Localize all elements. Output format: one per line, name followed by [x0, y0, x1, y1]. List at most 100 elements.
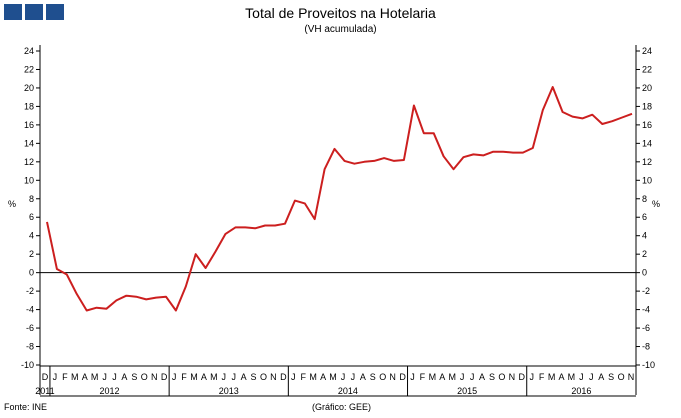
y-tick-label-left: 8 — [29, 194, 34, 204]
y-tick-label-left: 12 — [24, 157, 34, 167]
x-year-label: 2016 — [571, 386, 591, 396]
x-month-label: A — [241, 372, 247, 382]
x-month-label: F — [62, 372, 68, 382]
x-month-label: J — [53, 372, 58, 382]
y-tick-label-left: -8 — [26, 342, 34, 352]
x-month-label: A — [201, 372, 207, 382]
x-month-label: M — [71, 372, 79, 382]
x-month-label: F — [300, 372, 306, 382]
x-month-label: A — [360, 372, 366, 382]
x-month-label: N — [628, 372, 635, 382]
x-month-label: J — [102, 372, 107, 382]
x-month-label: J — [579, 372, 584, 382]
y-tick-label-right: 16 — [642, 120, 652, 130]
y-tick-label-right: -4 — [642, 305, 650, 315]
x-month-label: J — [351, 372, 356, 382]
x-month-label: S — [608, 372, 614, 382]
x-month-label: D — [42, 372, 49, 382]
x-month-label: F — [181, 372, 187, 382]
chart-subtitle: (VH acumulada) — [304, 24, 377, 35]
x-month-label: J — [291, 372, 296, 382]
x-year-label: 2013 — [219, 386, 239, 396]
y-axis-unit-right: % — [652, 199, 661, 209]
y-tick-label-left: 20 — [24, 83, 34, 93]
x-month-label: M — [448, 372, 456, 382]
x-month-label: J — [112, 372, 117, 382]
y-tick-label-right: 10 — [642, 175, 652, 185]
y-tick-label-right: -6 — [642, 323, 650, 333]
y-tick-label-left: 0 — [29, 268, 34, 278]
x-month-label: D — [399, 372, 406, 382]
x-month-label: F — [420, 372, 426, 382]
y-tick-label-right: 22 — [642, 64, 652, 74]
x-month-label: M — [548, 372, 556, 382]
y-tick-label-right: 8 — [642, 194, 647, 204]
logo-square-icon — [4, 4, 22, 20]
y-tick-label-right: 2 — [642, 249, 647, 259]
x-month-label: M — [210, 372, 218, 382]
chart-credit: (Gráfico: GEE) — [312, 402, 372, 412]
x-month-label: O — [141, 372, 148, 382]
x-month-label: O — [618, 372, 625, 382]
x-month-label: S — [131, 372, 137, 382]
y-tick-label-right: -2 — [642, 286, 650, 296]
logo-square-icon — [46, 4, 64, 20]
source-note: Fonte: INE — [4, 402, 48, 412]
x-month-label: A — [479, 372, 485, 382]
y-tick-label-left: 18 — [24, 101, 34, 111]
x-year-label: 2011 — [35, 386, 54, 396]
x-month-label: N — [151, 372, 158, 382]
x-month-label: F — [539, 372, 545, 382]
x-month-label: O — [498, 372, 505, 382]
x-month-label: J — [589, 372, 594, 382]
logo-square-icon — [25, 4, 43, 20]
y-tick-label-right: 12 — [642, 157, 652, 167]
x-month-label: A — [598, 372, 604, 382]
x-month-label: A — [82, 372, 88, 382]
x-month-label: M — [568, 372, 576, 382]
x-month-label: J — [172, 372, 177, 382]
x-year-label: 2014 — [338, 386, 358, 396]
y-tick-label-right: -8 — [642, 342, 650, 352]
x-month-label: A — [320, 372, 326, 382]
x-month-label: D — [161, 372, 168, 382]
y-tick-label-right: -10 — [642, 360, 655, 370]
x-month-label: S — [489, 372, 495, 382]
x-month-label: N — [389, 372, 396, 382]
brand-logo-squares — [4, 4, 64, 20]
x-month-label: J — [341, 372, 346, 382]
x-month-label: O — [379, 372, 386, 382]
x-month-label: J — [460, 372, 465, 382]
series-line — [46, 86, 633, 312]
chart-title: Total de Proveitos na Hotelaria — [245, 5, 436, 21]
x-month-label: N — [270, 372, 277, 382]
x-month-label: N — [509, 372, 516, 382]
x-month-label: J — [529, 372, 534, 382]
y-tick-label-right: 24 — [642, 46, 652, 56]
y-axis-unit-left: % — [8, 199, 17, 209]
y-tick-label-left: 10 — [24, 175, 34, 185]
x-month-label: M — [309, 372, 317, 382]
x-year-label: 2015 — [457, 386, 477, 396]
x-month-label: J — [231, 372, 236, 382]
x-year-label: 2012 — [100, 386, 120, 396]
y-tick-label-left: 16 — [24, 120, 34, 130]
x-month-label: S — [251, 372, 257, 382]
x-month-label: O — [260, 372, 267, 382]
x-month-label: J — [410, 372, 415, 382]
y-tick-label-right: 18 — [642, 101, 652, 111]
x-month-label: M — [91, 372, 99, 382]
x-month-label: A — [558, 372, 564, 382]
y-tick-label-left: 14 — [24, 138, 34, 148]
y-tick-label-left: 2 — [29, 249, 34, 259]
y-tick-label-right: 14 — [642, 138, 652, 148]
y-tick-label-left: 22 — [24, 64, 34, 74]
y-tick-label-right: 6 — [642, 212, 647, 222]
y-tick-label-left: -2 — [26, 286, 34, 296]
y-tick-label-left: -4 — [26, 305, 34, 315]
y-tick-label-left: 4 — [29, 231, 34, 241]
x-month-label: M — [429, 372, 437, 382]
y-tick-label-left: -10 — [21, 360, 34, 370]
x-month-label: J — [470, 372, 475, 382]
